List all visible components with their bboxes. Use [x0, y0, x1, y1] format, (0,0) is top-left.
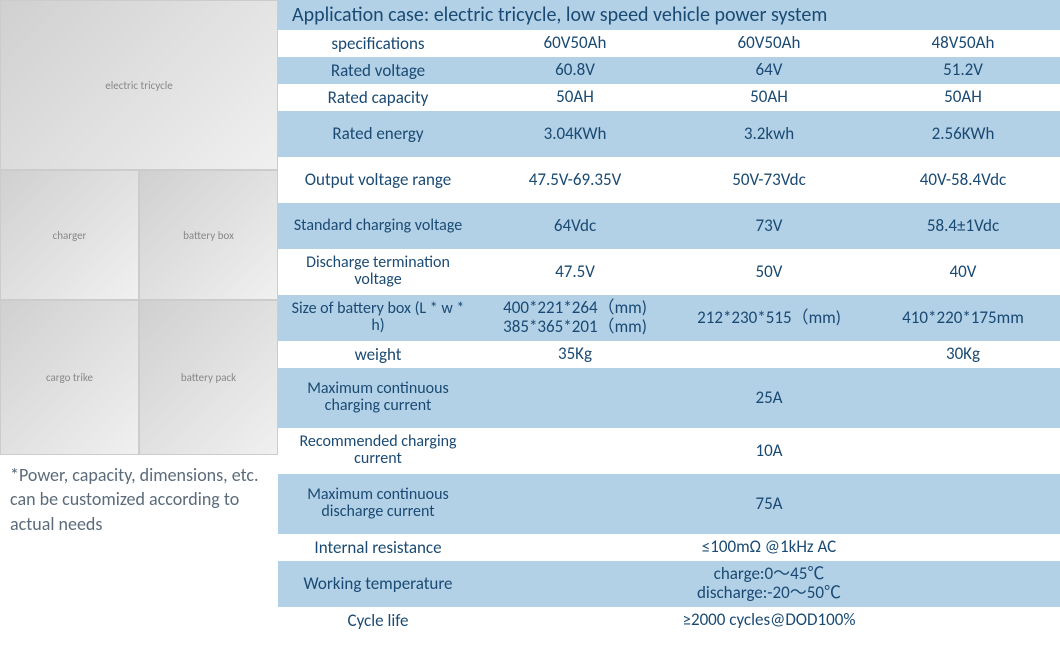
table-row: Working temperaturecharge:0～45℃ discharg…: [278, 561, 1060, 607]
row-value: 48V50Ah: [866, 32, 1060, 55]
row-value: 64Vdc: [478, 215, 672, 238]
table-row: Discharge termination voltage47.5V50V40V: [278, 249, 1060, 295]
row-value: 47.5V: [478, 261, 672, 284]
table-row: weight35Kg 30Kg: [278, 341, 1060, 368]
row-value: 60.8V: [478, 59, 672, 82]
table-row: Maximum continuous discharge current75A: [278, 474, 1060, 534]
row-label: Discharge termination voltage: [278, 253, 478, 291]
row-label: Size of battery box (L * w * h): [278, 299, 478, 337]
row-label: Working temperature: [278, 573, 478, 595]
row-value-full: ≥2000 cycles@DOD100%: [478, 609, 1060, 632]
row-label: specifications: [278, 33, 478, 55]
image-row-mid: charger battery box: [0, 170, 278, 300]
table-row: Internal resistance≤100mΩ @1kHz AC: [278, 534, 1060, 561]
image-charger: charger: [0, 170, 139, 300]
image-cargo-trike: cargo trike: [0, 300, 139, 455]
row-label: Recommended charging current: [278, 432, 478, 470]
row-value-full: ≤100mΩ @1kHz AC: [478, 536, 1060, 559]
image-battery-pack: battery pack: [139, 300, 278, 455]
image-battery-box: battery box: [139, 170, 278, 300]
row-label: Maximum continuous discharge current: [278, 485, 478, 523]
row-value: 2.56KWh: [866, 123, 1060, 146]
row-value: 30Kg: [866, 343, 1060, 366]
row-value-full: 25A: [478, 387, 1060, 410]
row-value: 410*220*175mm: [866, 307, 1060, 330]
row-value: 50AH: [672, 86, 866, 109]
row-value: 50AH: [866, 86, 1060, 109]
table-row: Standard charging voltage64Vdc73V58.4±1V…: [278, 203, 1060, 249]
image-tricycle: electric tricycle: [0, 0, 278, 170]
row-value: 400*221*264（mm) 385*365*201（mm): [478, 297, 672, 338]
row-label: Rated energy: [278, 123, 478, 145]
footnote-text: *Power, capacity, dimensions, etc. can b…: [0, 455, 278, 544]
row-value: 212*230*515（mm): [672, 307, 866, 330]
row-value: 47.5V-69.35V: [478, 169, 672, 192]
row-label: Output voltage range: [278, 169, 478, 191]
row-value: 50V: [672, 261, 866, 284]
table-row: Rated voltage60.8V64V51.2V: [278, 57, 1060, 84]
row-value: 40V-58.4Vdc: [866, 169, 1060, 192]
row-value: 64V: [672, 59, 866, 82]
row-value: 60V50Ah: [478, 32, 672, 55]
row-value: 51.2V: [866, 59, 1060, 82]
row-value-full: 75A: [478, 493, 1060, 516]
right-column: Application case: electric tricycle, low…: [278, 0, 1060, 647]
left-column: electric tricycle charger battery box ca…: [0, 0, 278, 647]
row-value: 40V: [866, 261, 1060, 284]
row-label: weight: [278, 344, 478, 366]
row-label: Standard charging voltage: [278, 216, 478, 237]
row-value: 50V-73Vdc: [672, 169, 866, 192]
row-value: 35Kg: [478, 343, 672, 366]
spec-table: specifications60V50Ah60V50Ah48V50AhRated…: [278, 30, 1060, 647]
table-row: Size of battery box (L * w * h)400*221*2…: [278, 295, 1060, 341]
row-value-full: charge:0～45℃ discharge:-20～50℃: [478, 563, 1060, 604]
row-value-full: 10A: [478, 440, 1060, 463]
row-value: [672, 353, 866, 357]
table-row: Output voltage range47.5V-69.35V50V-73Vd…: [278, 157, 1060, 203]
page-container: electric tricycle charger battery box ca…: [0, 0, 1060, 647]
table-row: Rated energy3.04KWh3.2kwh2.56KWh: [278, 111, 1060, 157]
row-label: Rated voltage: [278, 60, 478, 82]
row-value: 60V50Ah: [672, 32, 866, 55]
row-value: 50AH: [478, 86, 672, 109]
table-title: Application case: electric tricycle, low…: [278, 0, 1060, 30]
row-value: 3.2kwh: [672, 123, 866, 146]
table-row: Recommended charging current10A: [278, 428, 1060, 474]
row-value: 73V: [672, 215, 866, 238]
row-label: Cycle life: [278, 610, 478, 632]
table-row: Maximum continuous charging current25A: [278, 368, 1060, 428]
row-label: Maximum continuous charging current: [278, 379, 478, 417]
table-row: specifications60V50Ah60V50Ah48V50Ah: [278, 30, 1060, 57]
row-value: 58.4±1Vdc: [866, 215, 1060, 238]
row-label: Rated capacity: [278, 87, 478, 109]
table-row: Rated capacity50AH50AH50AH: [278, 84, 1060, 111]
row-value: 3.04KWh: [478, 123, 672, 146]
table-row: Cycle life≥2000 cycles@DOD100%: [278, 607, 1060, 634]
image-row-bot: cargo trike battery pack: [0, 300, 278, 455]
row-label: Internal resistance: [278, 537, 478, 559]
